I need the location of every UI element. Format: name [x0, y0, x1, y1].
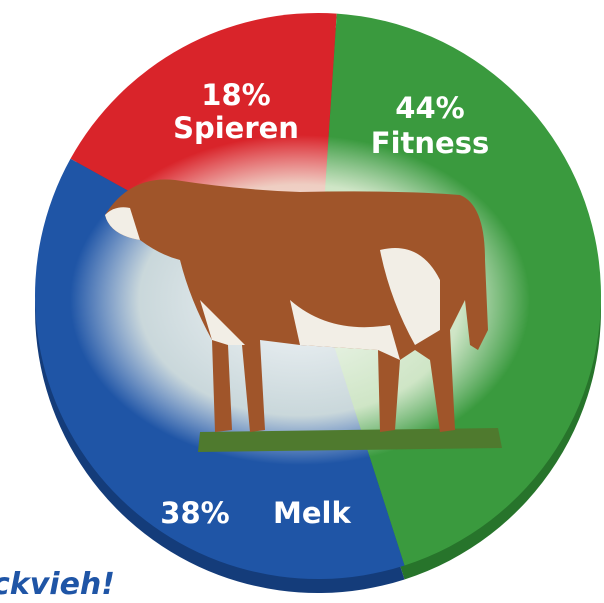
annotation: ckvieh! — [0, 567, 115, 602]
category-label: Melk — [273, 496, 351, 530]
cow-image — [70, 135, 530, 465]
grass — [198, 428, 502, 452]
value-label: 44% — [395, 91, 464, 125]
value-label: 18% — [201, 78, 270, 112]
category-label: Fitness — [371, 126, 489, 160]
value-label: 38% — [160, 496, 229, 530]
category-label: Spieren — [173, 111, 299, 145]
chart: 18%Spieren 44%Fitness 38% Melk ckvieh! — [0, 0, 604, 603]
